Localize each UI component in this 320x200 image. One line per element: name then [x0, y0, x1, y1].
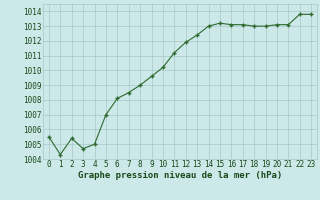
X-axis label: Graphe pression niveau de la mer (hPa): Graphe pression niveau de la mer (hPa) [78, 171, 282, 180]
